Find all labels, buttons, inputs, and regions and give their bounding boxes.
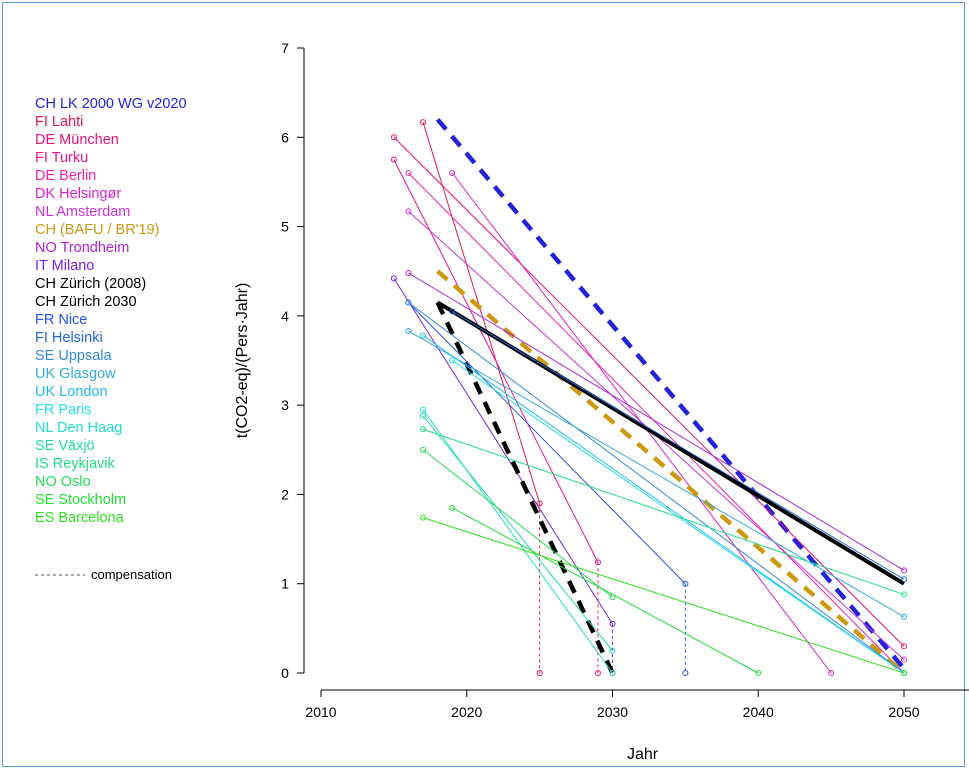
series-line (408, 330, 905, 618)
legend-entry: FR Paris (35, 402, 92, 418)
series-line (422, 517, 905, 674)
legend-entry: NL Amsterdam (35, 204, 131, 220)
series-line (436, 269, 906, 675)
data-point (405, 328, 412, 335)
data-point (755, 670, 762, 676)
data-point (420, 412, 427, 419)
y-tick-label: 7 (281, 40, 289, 56)
legend-entry: FI Turku (35, 150, 89, 166)
compensation-swatch (35, 574, 85, 576)
data-point (828, 670, 835, 676)
series-line (435, 117, 906, 670)
data-point (420, 119, 427, 126)
data-point (901, 591, 907, 598)
compensation-label: compensation (91, 567, 172, 582)
y-tick-label: 1 (281, 576, 289, 592)
legend-entry: NO Oslo (35, 474, 91, 490)
y-axis-label: t(CO2-eq)/(Pers·Jahr) (234, 283, 251, 439)
y-tick-label: 5 (281, 219, 289, 235)
data-point (420, 426, 427, 433)
data-point (609, 670, 616, 676)
data-point (594, 670, 601, 676)
series-line (393, 136, 905, 647)
series-line (422, 335, 905, 674)
legend-entry: CH LK 2000 WG v2020 (35, 96, 187, 112)
series-line (408, 272, 905, 571)
x-tick-label: 2030 (597, 704, 628, 720)
data-point (390, 156, 397, 163)
series-line (408, 302, 686, 585)
x-tick-label: 2050 (888, 704, 919, 720)
data-point (390, 134, 397, 141)
data-point (405, 208, 412, 215)
series-line (422, 409, 613, 674)
compensation-legend: compensation (35, 566, 235, 584)
series-line (422, 428, 905, 595)
series-line (422, 449, 613, 598)
data-point (449, 504, 456, 511)
legend-entry: NL Den Haag (35, 420, 123, 436)
legend-entry: IT Milano (35, 258, 95, 274)
series-line (451, 507, 759, 674)
data-point (420, 406, 427, 413)
data-point (609, 647, 616, 654)
x-tick-label: 2040 (743, 704, 774, 720)
data-point (390, 275, 397, 282)
y-tick-label: 6 (281, 129, 289, 145)
y-tick-label: 2 (281, 486, 289, 502)
legend: CH LK 2000 WG v2020 FI Lahti DE München FI … (35, 95, 265, 527)
data-point (682, 670, 689, 676)
legend-entry: SE Växjö (35, 438, 95, 454)
data-point (901, 656, 907, 663)
data-point (901, 567, 907, 574)
series-line (408, 302, 905, 674)
series-line (393, 278, 613, 625)
data-point (901, 613, 907, 620)
data-point (420, 446, 427, 453)
y-tick-label: 3 (281, 397, 289, 413)
legend-entry: FR Nice (35, 312, 88, 328)
series-line (451, 172, 832, 674)
data-point (420, 514, 427, 521)
legend-entry: CH Zürich (2008) (35, 276, 147, 292)
data-point (449, 357, 456, 364)
legend-entry: CH Zürich 2030 (35, 294, 137, 310)
x-tick-label: 2010 (305, 704, 336, 720)
series-line (393, 159, 599, 563)
data-point (420, 332, 427, 339)
series-line (451, 310, 905, 580)
legend-entry: DE Berlin (35, 168, 97, 184)
legend-entry: UK Glasgow (35, 366, 116, 382)
x-tick-label: 2020 (451, 704, 482, 720)
series-line (408, 172, 905, 674)
data-point (901, 576, 907, 583)
legend-entry: FI Lahti (35, 114, 84, 130)
legend-entry: ES Barcelona (35, 510, 124, 526)
legend-entry: CH (BAFU / BR'19) (35, 222, 160, 238)
data-point (449, 308, 456, 315)
y-tick-label: 0 (281, 665, 289, 681)
legend-entry: DK Helsingør (35, 186, 122, 202)
data-point (405, 299, 412, 306)
legend-entry: SE Stockholm (35, 492, 127, 508)
y-tick-label: 4 (281, 308, 289, 324)
legend-entry: IS Reykjavik (35, 456, 115, 472)
data-point (901, 670, 907, 676)
legend-entry: NO Trondheim (35, 240, 130, 256)
data-point (536, 670, 543, 676)
legend-entry: SE Uppsala (35, 348, 112, 364)
data-point (449, 170, 456, 176)
x-axis-label: Jahr (627, 746, 659, 763)
data-point (901, 643, 907, 650)
legend-entry: UK London (35, 384, 108, 400)
data-point (405, 170, 412, 176)
data-point (405, 270, 412, 276)
legend-entry: DE München (35, 132, 119, 148)
series-line (422, 415, 613, 651)
legend-entry: FI Helsinki (35, 330, 103, 346)
